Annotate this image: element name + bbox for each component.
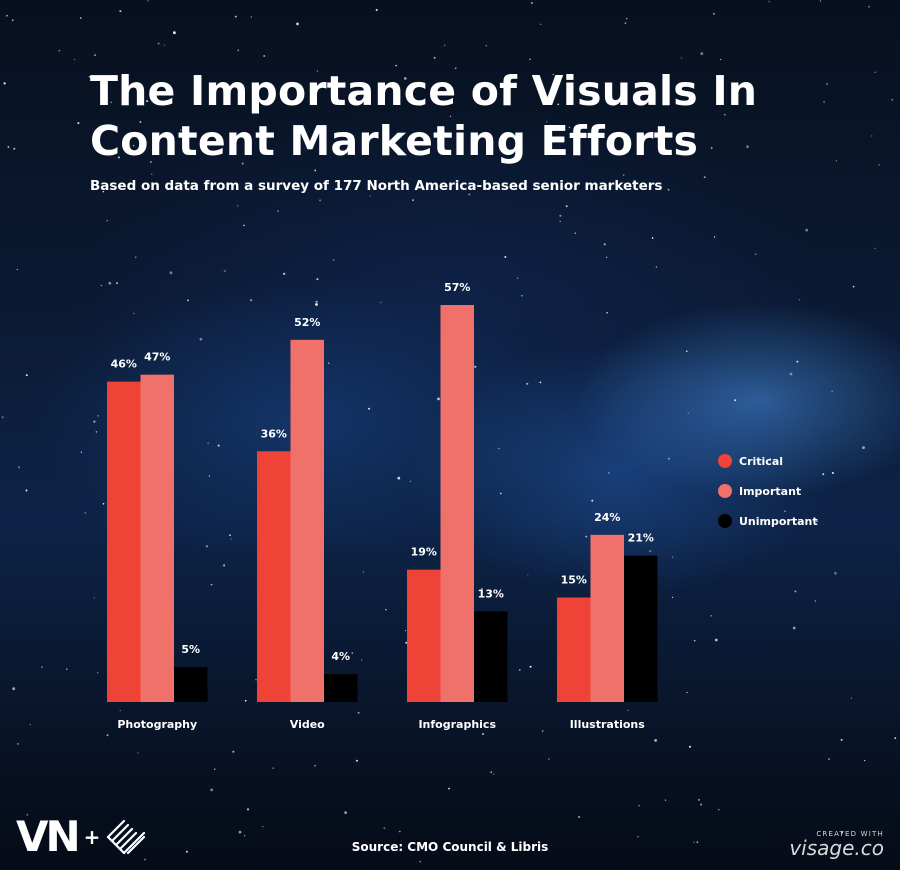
bar-unimportant-illustrations[interactable] xyxy=(624,555,658,702)
partner-logo-icon xyxy=(107,819,146,854)
bar-unimportant-photography[interactable] xyxy=(174,667,208,702)
legend-label-unimportant: Unimportant xyxy=(739,514,818,528)
brand-logo[interactable]: VN + xyxy=(16,812,148,861)
value-label-critical-video: 36% xyxy=(261,427,287,440)
value-label-important-infographics: 57% xyxy=(444,281,470,294)
value-label-critical-illustrations: 15% xyxy=(561,574,587,587)
credit-small-text: CREATED WITH xyxy=(816,830,884,838)
plus-sign: + xyxy=(83,824,101,849)
bar-critical-illustrations[interactable] xyxy=(557,597,591,702)
bar-important-infographics[interactable] xyxy=(440,305,475,702)
chart-subtitle: Based on data from a survey of 177 North… xyxy=(90,178,663,194)
category-label-video: Video xyxy=(290,718,325,731)
legend-label-important: Important xyxy=(739,484,802,498)
value-label-critical-infographics: 19% xyxy=(411,546,437,559)
bar-critical-video[interactable] xyxy=(257,451,291,702)
value-label-unimportant-infographics: 13% xyxy=(478,587,504,600)
value-label-critical-photography: 46% xyxy=(111,358,137,371)
vn-logo-text: VN xyxy=(16,812,81,861)
value-label-unimportant-illustrations: 21% xyxy=(628,532,654,545)
category-label-illustrations: Illustrations xyxy=(570,718,646,731)
legend-item-critical[interactable]: Critical xyxy=(718,446,818,476)
bar-unimportant-infographics[interactable] xyxy=(474,611,508,702)
value-label-important-illustrations: 24% xyxy=(594,511,620,524)
category-label-photography: Photography xyxy=(117,718,197,731)
legend-label-critical: Critical xyxy=(739,454,784,468)
chart-title: The Importance of Visuals In Content Mar… xyxy=(90,67,758,165)
source-note: Source: CMO Council & Libris xyxy=(351,840,549,854)
legend-item-unimportant[interactable]: Unimportant xyxy=(718,506,818,536)
visage-credit[interactable]: CREATED WITH visage.co xyxy=(789,830,884,858)
legend-item-important[interactable]: Important xyxy=(718,476,818,506)
legend-swatch-critical xyxy=(718,454,732,468)
legend-swatch-unimportant xyxy=(718,514,732,528)
credit-brand-text: visage.co xyxy=(789,836,884,860)
bar-critical-photography[interactable] xyxy=(107,381,141,702)
legend-swatch-important xyxy=(718,484,732,498)
category-label-infographics: Infographics xyxy=(418,718,496,731)
value-label-unimportant-photography: 5% xyxy=(181,643,200,656)
bar-unimportant-video[interactable] xyxy=(324,674,358,702)
value-label-important-video: 52% xyxy=(294,316,320,329)
bar-critical-infographics[interactable] xyxy=(407,569,441,702)
bar-important-video[interactable] xyxy=(290,339,325,702)
value-label-unimportant-video: 4% xyxy=(331,650,350,663)
value-label-important-photography: 47% xyxy=(144,351,170,364)
bar-important-photography[interactable] xyxy=(140,374,175,702)
chart-legend: Critical Important Unimportant xyxy=(718,446,818,536)
bar-important-illustrations[interactable] xyxy=(590,534,625,702)
